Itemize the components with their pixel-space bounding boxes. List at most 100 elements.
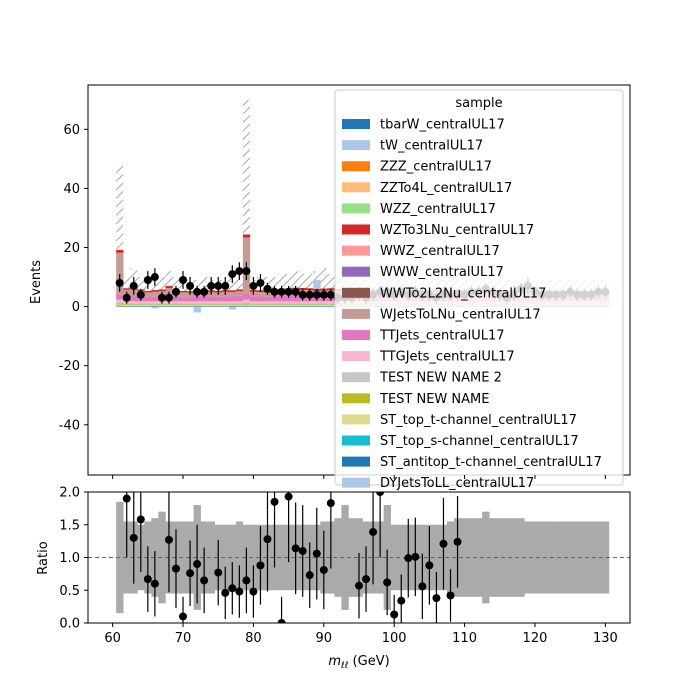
ratio-point	[376, 492, 385, 496]
bar-segment	[214, 304, 223, 306]
bar-segment	[327, 304, 335, 306]
ratio-point	[355, 581, 363, 590]
ratio-band-bin	[517, 518, 525, 597]
mc-uncertainty-hatch-bin	[165, 271, 173, 286]
bar-segment	[228, 296, 237, 302]
ratio-point	[390, 610, 399, 619]
legend-label: TTJets_centralUL17	[379, 329, 505, 344]
bar-segment	[313, 301, 321, 304]
bar-segment	[285, 301, 293, 304]
mc-uncertainty-hatch-bin	[292, 271, 300, 288]
ratio-point	[404, 554, 413, 563]
ratio-point	[284, 492, 293, 501]
ratio-band-bin	[249, 524, 258, 591]
legend-swatch	[342, 224, 370, 235]
ratio-point	[186, 569, 195, 578]
ratio-point	[383, 578, 392, 587]
bar-segment	[256, 304, 265, 306]
bar-segment	[242, 305, 251, 307]
ratio-band-bin	[207, 521, 216, 594]
ratio-point	[143, 575, 152, 584]
legend-swatch	[342, 182, 370, 193]
bar-segment	[299, 305, 307, 306]
ratio-band-bin	[538, 521, 546, 594]
data-point	[291, 287, 300, 296]
bar-segment	[137, 301, 145, 304]
bar-segment	[200, 305, 208, 306]
mc-uncertainty-hatch-bin	[306, 274, 314, 289]
legend-swatch	[342, 351, 370, 362]
bar-segment	[179, 304, 187, 306]
bar-segment	[306, 301, 314, 304]
data-point	[305, 290, 314, 299]
mc-uncertainty-hatch-bin	[242, 99, 250, 235]
bar-segment	[130, 304, 138, 306]
mc-uncertainty-hatch-bin	[278, 274, 286, 289]
bar-segment	[186, 304, 194, 306]
bar-segment	[151, 305, 159, 306]
bar-segment	[200, 295, 208, 302]
bar-segment	[256, 292, 265, 297]
bar-segment	[263, 303, 272, 305]
ratio-band-bin	[559, 521, 567, 594]
legend-entries: tbarW_centralUL17 tW_centralUL17 ZZZ_centr…	[342, 118, 602, 491]
ratio-band-bin	[510, 518, 518, 597]
main-ytick-label: 0	[72, 300, 80, 315]
bar-segment	[179, 296, 187, 302]
ratio-band-bin	[489, 518, 497, 597]
bar-segment	[123, 306, 131, 307]
bar-segment	[235, 306, 244, 307]
ratio-point	[249, 587, 258, 596]
bar-segment	[130, 305, 138, 306]
bar-segment	[285, 303, 293, 305]
data-point	[270, 287, 279, 296]
bar-segment	[228, 306, 237, 307]
ratio-xtick-label: 130	[593, 631, 618, 646]
bar-segment	[242, 304, 251, 306]
ratio-ytick-label: 1.5	[59, 518, 80, 533]
bar-segment	[158, 305, 166, 306]
data-point	[319, 290, 328, 299]
bar-segment	[327, 305, 335, 306]
ratio-band-bin	[552, 521, 560, 594]
legend-swatch	[342, 414, 370, 425]
bar-segment	[221, 305, 230, 306]
bar-segment	[242, 299, 251, 302]
bar-segment	[158, 289, 166, 292]
bar-segment	[172, 304, 180, 306]
bar-segment	[172, 296, 180, 302]
ratio-band-bin	[580, 521, 589, 594]
bar-segment	[271, 295, 279, 302]
ratio-point	[362, 575, 371, 584]
bar-segment	[228, 303, 237, 305]
bar-segment	[165, 287, 173, 296]
bar-segment	[263, 304, 272, 306]
legend-swatch	[342, 287, 370, 298]
legend-label: ST_top_t-channel_centralUL17	[380, 413, 577, 428]
bar-segment	[200, 301, 208, 304]
bar-segment	[228, 292, 237, 297]
bar-segment	[179, 303, 187, 305]
ratio-band-bin	[475, 518, 483, 597]
mc-uncertainty-hatch-bin	[235, 280, 243, 290]
bar-segment	[151, 306, 159, 307]
bar-segment	[292, 294, 300, 302]
bar-segment	[285, 304, 293, 306]
main-ytick-label: -20	[59, 359, 80, 374]
mc-uncertainty-hatch-bin	[200, 277, 208, 290]
bar-segment	[193, 304, 201, 306]
bar-segment	[256, 296, 265, 302]
data-point	[284, 287, 293, 296]
data-point	[214, 281, 223, 290]
ratio-point	[319, 565, 328, 574]
bar-segment	[144, 290, 152, 293]
bar-segment	[271, 303, 279, 305]
ratio-point	[305, 571, 314, 580]
ratio-band-bin	[158, 511, 166, 604]
legend-label: TEST NEW NAME	[379, 392, 489, 407]
bar-segment	[242, 234, 251, 238]
data-point	[164, 293, 173, 302]
bar-segment	[256, 306, 265, 307]
data-point	[242, 267, 251, 276]
